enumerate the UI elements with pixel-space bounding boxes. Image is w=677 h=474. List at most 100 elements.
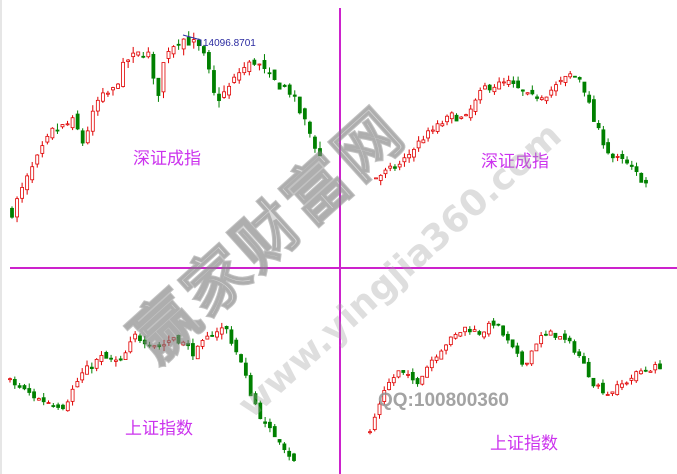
candle bbox=[492, 84, 497, 95]
candle-body bbox=[563, 75, 568, 83]
candle-body bbox=[109, 357, 113, 360]
candle bbox=[387, 378, 391, 391]
candle bbox=[629, 160, 634, 170]
candle-body bbox=[60, 124, 65, 128]
candle-body bbox=[505, 333, 510, 341]
candle bbox=[439, 349, 444, 360]
candle-body bbox=[282, 84, 287, 87]
candle-body bbox=[131, 52, 136, 58]
candle bbox=[620, 150, 625, 164]
candle-body bbox=[624, 382, 629, 385]
candle bbox=[151, 51, 156, 85]
candle bbox=[113, 356, 118, 367]
candle bbox=[229, 326, 234, 346]
candle-body bbox=[591, 377, 596, 387]
candle bbox=[388, 162, 393, 172]
candle bbox=[75, 110, 80, 131]
candle-body bbox=[610, 391, 615, 394]
candle-body bbox=[491, 320, 496, 326]
candle-body bbox=[374, 177, 378, 180]
candle bbox=[378, 174, 383, 186]
candle-body bbox=[586, 361, 591, 378]
candle-body bbox=[85, 130, 90, 144]
candle-body bbox=[90, 110, 95, 132]
candle bbox=[200, 338, 205, 350]
candle bbox=[247, 59, 252, 76]
candle bbox=[620, 379, 624, 391]
candle-body bbox=[549, 89, 554, 96]
candle-body bbox=[219, 327, 224, 335]
candle bbox=[12, 376, 17, 389]
candle bbox=[8, 377, 12, 383]
candle bbox=[629, 374, 634, 385]
candle bbox=[65, 399, 70, 412]
candle-body bbox=[253, 393, 258, 405]
candle bbox=[227, 82, 232, 99]
candle bbox=[586, 358, 591, 378]
candle bbox=[415, 376, 420, 387]
candle bbox=[56, 402, 61, 410]
candle-body bbox=[524, 362, 529, 365]
candle bbox=[473, 98, 478, 116]
candle bbox=[625, 156, 629, 165]
candle bbox=[639, 368, 643, 375]
candle-body bbox=[483, 85, 487, 90]
candle-body bbox=[582, 356, 586, 364]
candle-body bbox=[587, 94, 592, 103]
candle bbox=[406, 370, 410, 379]
candle bbox=[396, 370, 401, 379]
candle bbox=[25, 173, 30, 195]
candle bbox=[126, 59, 131, 68]
candle bbox=[109, 354, 113, 363]
candle-body bbox=[383, 169, 388, 175]
candle-body bbox=[8, 378, 12, 381]
candle bbox=[458, 332, 463, 338]
candle bbox=[539, 332, 544, 348]
candle-body bbox=[464, 114, 468, 117]
candle bbox=[658, 360, 662, 370]
candle-body bbox=[567, 337, 572, 342]
candle bbox=[15, 196, 19, 223]
candle bbox=[497, 77, 502, 90]
candle bbox=[61, 403, 65, 411]
candle-body bbox=[210, 334, 215, 337]
candle-body bbox=[141, 55, 146, 58]
candle-body bbox=[501, 325, 506, 336]
candle bbox=[448, 336, 453, 347]
candle-body bbox=[106, 92, 110, 95]
candle-body bbox=[186, 37, 191, 46]
candle-body bbox=[40, 145, 45, 154]
candle bbox=[297, 96, 302, 115]
candle bbox=[60, 124, 65, 129]
candle bbox=[601, 379, 605, 395]
candle-body bbox=[263, 421, 268, 424]
candle-body bbox=[151, 53, 156, 79]
candle bbox=[253, 391, 258, 406]
candle-body bbox=[515, 345, 520, 354]
candle bbox=[46, 400, 51, 404]
candle-body bbox=[606, 142, 611, 154]
candle-body bbox=[458, 332, 463, 337]
candle-body bbox=[501, 81, 506, 84]
candle-body bbox=[237, 72, 242, 81]
candle bbox=[257, 63, 262, 71]
candle bbox=[377, 400, 382, 419]
candle bbox=[166, 335, 171, 346]
candle bbox=[530, 85, 535, 96]
candle-body bbox=[605, 394, 610, 396]
candle bbox=[191, 32, 196, 49]
candle bbox=[482, 331, 486, 340]
candle-body bbox=[25, 175, 30, 191]
candle-body bbox=[448, 336, 453, 346]
candle-body bbox=[50, 127, 55, 139]
candle-body bbox=[181, 341, 186, 346]
candle-body bbox=[268, 421, 272, 429]
candle-body bbox=[166, 340, 171, 343]
candle bbox=[40, 141, 45, 158]
candle-body bbox=[104, 351, 109, 359]
candle-body bbox=[239, 354, 243, 363]
candle bbox=[553, 332, 558, 341]
candle bbox=[308, 120, 312, 138]
candle-body bbox=[116, 83, 120, 89]
candle-body bbox=[382, 390, 387, 402]
